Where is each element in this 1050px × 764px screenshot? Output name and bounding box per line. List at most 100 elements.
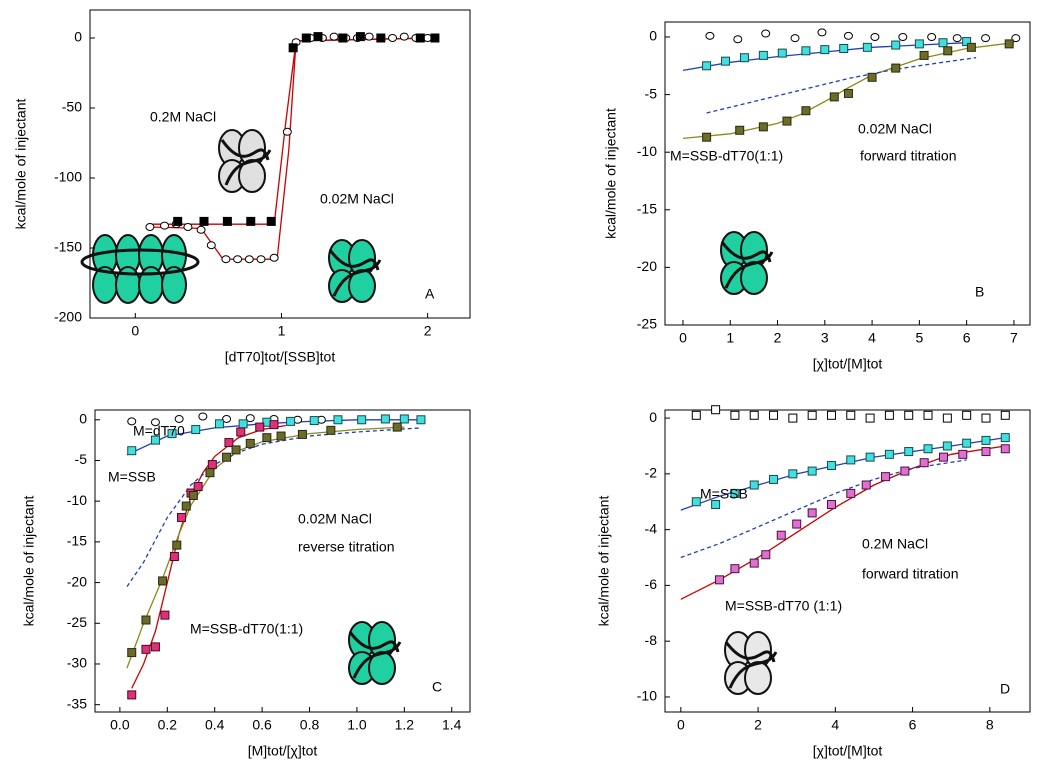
- circle-marker: [196, 225, 206, 234]
- annotation: forward titration: [862, 566, 958, 582]
- square-marker: [188, 490, 198, 500]
- y-tick-label: -50: [62, 99, 82, 115]
- square-marker: [846, 410, 856, 420]
- y-tick-label: -10: [637, 688, 657, 704]
- square-marker: [792, 519, 802, 529]
- y-tick-label: -30: [67, 655, 87, 671]
- square-marker: [919, 50, 929, 60]
- square-marker: [900, 466, 910, 476]
- square-marker: [839, 43, 849, 53]
- circle-marker: [733, 35, 743, 44]
- square-marker: [919, 458, 929, 468]
- square-marker: [942, 413, 952, 423]
- x-tick-label: 0.0: [110, 717, 130, 733]
- plot-frame: [89, 9, 471, 319]
- x-tick-label: 1: [278, 323, 286, 339]
- square-marker: [891, 63, 901, 73]
- circle-marker: [145, 223, 155, 231]
- x-tick-label: 0.6: [252, 717, 272, 733]
- square-marker: [231, 445, 241, 455]
- x-tick-label: 1.4: [442, 717, 462, 733]
- x-tick-label: 0.4: [205, 717, 225, 733]
- square-marker: [884, 410, 894, 420]
- gray-complex-icon: [218, 129, 272, 193]
- square-marker: [158, 576, 168, 586]
- circle-marker: [160, 221, 170, 230]
- square-marker: [380, 414, 390, 424]
- x-tick-label: 6: [909, 717, 917, 733]
- square-marker: [776, 530, 786, 540]
- square-marker: [1000, 444, 1010, 454]
- square-marker: [962, 438, 972, 448]
- x-tick-label: 1: [726, 330, 734, 346]
- x-tick-label: 0: [679, 330, 687, 346]
- square-marker: [739, 53, 749, 63]
- square-marker: [782, 116, 792, 126]
- square-marker: [904, 410, 914, 420]
- square-marker: [376, 33, 386, 43]
- square-marker: [884, 449, 894, 459]
- annotation: 0.02M NaCl: [298, 511, 372, 527]
- square-marker: [867, 72, 877, 82]
- dashed-fit-line: [706, 57, 977, 114]
- x-tick-label: 4: [831, 717, 839, 733]
- square-marker: [769, 474, 779, 484]
- circle-marker: [269, 253, 279, 262]
- square-marker: [326, 425, 336, 435]
- square-marker: [416, 415, 426, 425]
- annotation: B: [975, 284, 984, 300]
- square-marker: [297, 429, 307, 439]
- square-marker: [357, 415, 367, 425]
- x-tick-label: 4: [868, 330, 876, 346]
- x-tick-label: 6: [963, 330, 971, 346]
- teal-complex-icon: [348, 621, 402, 685]
- ssb-tetramer-icon: [80, 234, 200, 304]
- teal-complex-icon: [720, 231, 774, 295]
- square-marker: [891, 40, 901, 50]
- circle-marker: [399, 32, 409, 41]
- annotation: M=SSB: [108, 469, 156, 485]
- square-marker: [846, 488, 856, 498]
- square-marker: [191, 425, 201, 435]
- circle-marker: [761, 29, 771, 38]
- plot-frame: [94, 409, 471, 713]
- x-tick-label: 1.2: [395, 717, 415, 733]
- square-marker: [943, 46, 953, 56]
- annotation: M=dT70: [133, 423, 185, 439]
- y-tick-label: -35: [67, 695, 87, 711]
- circle-marker: [870, 32, 880, 41]
- annotation: M=SSB-dT70(1:1): [190, 621, 303, 637]
- square-marker: [923, 410, 933, 420]
- square-marker: [691, 497, 701, 507]
- square-marker: [1000, 410, 1010, 420]
- square-marker: [826, 500, 836, 510]
- x-tick-label: 0: [677, 717, 685, 733]
- square-marker: [167, 429, 177, 439]
- square-marker: [829, 92, 839, 102]
- square-marker: [266, 216, 276, 226]
- square-marker: [777, 48, 787, 58]
- square-marker: [730, 410, 740, 420]
- square-marker: [127, 446, 137, 456]
- square-marker: [338, 33, 348, 43]
- square-marker: [262, 433, 272, 443]
- square-marker: [914, 39, 924, 49]
- gray-complex-icon: [724, 631, 778, 695]
- y-tick-label: -15: [67, 533, 87, 549]
- y-tick-label: -25: [67, 614, 87, 630]
- square-marker: [923, 444, 933, 454]
- square-marker: [173, 216, 183, 226]
- y-axis-label: kcal/mole of injectant: [13, 99, 29, 230]
- square-marker: [730, 564, 740, 574]
- square-marker: [801, 106, 811, 116]
- y-tick-label: -20: [637, 258, 657, 274]
- square-marker: [730, 488, 740, 498]
- circle-marker: [423, 34, 433, 42]
- circle-marker: [952, 34, 962, 43]
- circle-marker: [282, 127, 292, 136]
- square-marker: [758, 122, 768, 132]
- circle-marker: [388, 34, 398, 42]
- y-tick-label: 0: [74, 29, 82, 45]
- x-tick-label: 2: [424, 323, 432, 339]
- circle-marker: [221, 255, 231, 264]
